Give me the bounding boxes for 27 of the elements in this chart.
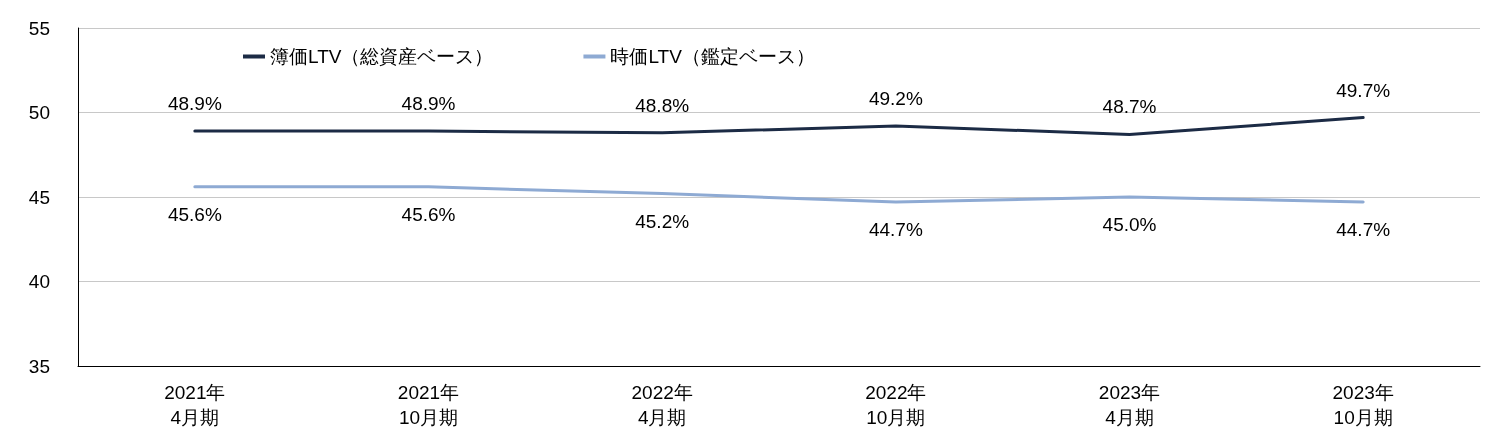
y-tick-label: 45 [28, 186, 50, 208]
x-tick-label: 2021年 4月期 [164, 382, 226, 428]
y-tick-label: 55 [28, 17, 50, 39]
data-label: 45.2% [635, 210, 690, 232]
legend-label: 簿価LTV（総資産ベース） [270, 46, 494, 67]
x-tick-label: 2022年 4月期 [631, 382, 693, 428]
data-label: 48.7% [1102, 96, 1157, 118]
data-label: 48.9% [167, 93, 222, 115]
data-label: 44.7% [1336, 219, 1391, 241]
x-tick-label: 2023年 4月期 [1098, 382, 1161, 428]
data-label: 48.8% [635, 94, 690, 116]
y-tick-label: 40 [28, 271, 50, 292]
data-label: 45.6% [401, 203, 456, 225]
y-tick-label: 35 [28, 355, 50, 377]
y-tick-label: 50 [28, 102, 50, 123]
data-label: 45.6% [167, 203, 222, 225]
legend-label: 時価LTV（鑑定ベース） [610, 46, 815, 67]
data-label: 49.2% [868, 88, 923, 110]
data-label: 45.0% [1102, 214, 1157, 235]
line-series [193, 116, 1365, 136]
x-tick-label: 2021年 10月期 [397, 382, 460, 428]
line-series [193, 185, 1365, 204]
data-label: 48.9% [401, 93, 456, 115]
data-label: 49.7% [1336, 79, 1391, 101]
data-label: 44.7% [868, 219, 923, 241]
x-tick-label: 2023年 10月期 [1332, 382, 1394, 428]
x-tick-label: 2022年 10月期 [865, 382, 927, 428]
